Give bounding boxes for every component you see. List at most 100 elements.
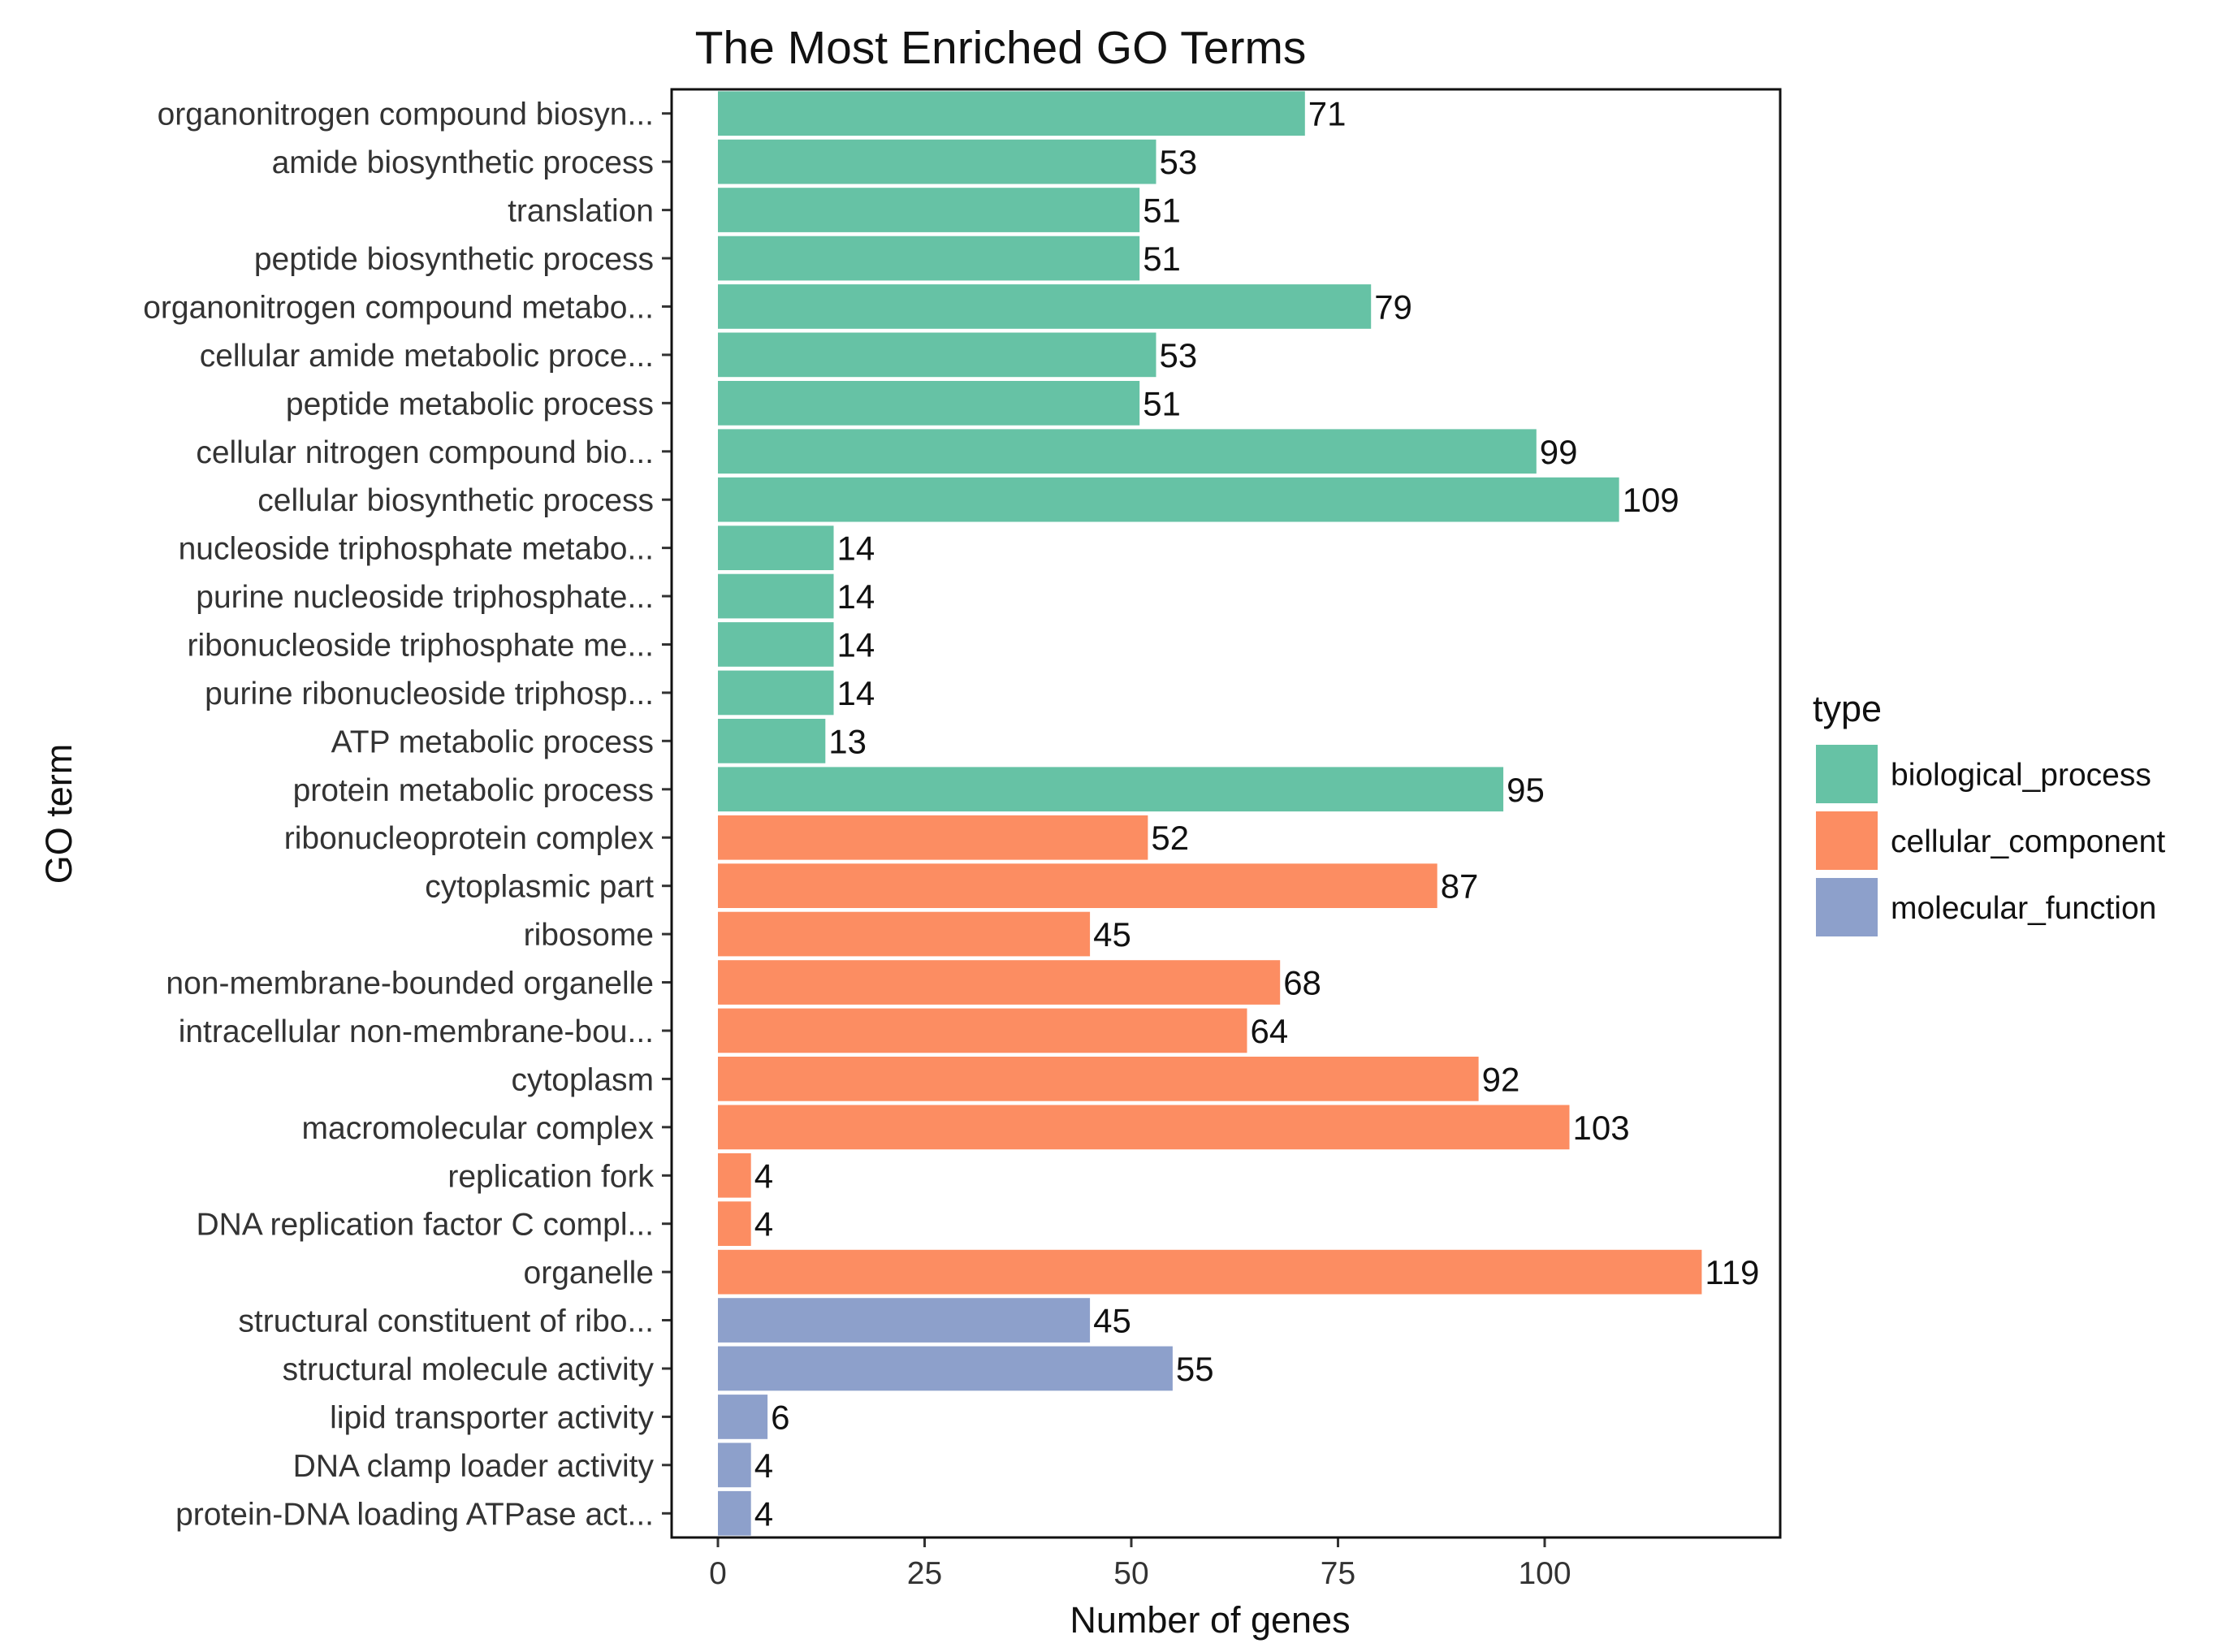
- chart-title: The Most Enriched GO Terms: [695, 22, 1307, 74]
- bar-non-membrane-bounded-organelle: [718, 960, 1281, 1005]
- bar-translation: [718, 188, 1140, 232]
- value-label: 71: [1308, 95, 1347, 133]
- y-axis-title: GO term: [38, 744, 80, 884]
- value-labels: 71 53 51 51 79 53 51 99 109 14 14 14 14 13 95 52 87 45 68 6…: [754, 95, 1760, 1533]
- bar-cytoplasm: [718, 1057, 1479, 1101]
- legend-label-biological-process: biological_process: [1891, 758, 2151, 793]
- value-label: 14: [837, 674, 875, 712]
- y-tick-label: cellular biosynthetic process: [257, 483, 654, 518]
- value-label: 51: [1143, 384, 1181, 422]
- y-tick-label: amide biosynthetic process: [272, 145, 654, 180]
- y-tick-label: DNA replication factor C compl...: [196, 1208, 654, 1243]
- x-tick-label: 25: [907, 1556, 942, 1591]
- bar-macromolecular-complex: [718, 1105, 1570, 1150]
- legend-items: biological_process cellular_componentmole…: [1816, 745, 2165, 936]
- value-label: 52: [1151, 819, 1189, 857]
- y-tick-label: purine nucleoside triphosphate...: [196, 580, 654, 615]
- y-tick-label: ATP metabolic process: [331, 724, 654, 759]
- value-label: 53: [1160, 143, 1198, 181]
- bar-cytoplasmic-part: [718, 863, 1437, 908]
- bar-structural-molecule-activity: [718, 1346, 1173, 1391]
- legend-label-molecular-function: molecular_function: [1891, 891, 2156, 926]
- value-label: 51: [1143, 192, 1181, 230]
- y-tick-label: ribonucleoside triphosphate me...: [187, 629, 654, 664]
- y-tick-label: ribosome: [524, 918, 654, 953]
- bar-purine-nucleoside-triphosphate: [718, 573, 834, 619]
- y-tick-label: peptide metabolic process: [286, 387, 654, 422]
- value-label: 4: [754, 1494, 773, 1533]
- bar-cellular-biosynthetic-process: [718, 477, 1619, 522]
- y-tick-label: organonitrogen compound metabo...: [143, 290, 654, 325]
- x-tick-label: 50: [1113, 1556, 1148, 1591]
- bar-atp-metabolic-process: [718, 719, 826, 763]
- value-label: 109: [1623, 481, 1679, 519]
- y-tick-label: structural molecule activity: [283, 1352, 655, 1387]
- value-label: 92: [1482, 1060, 1520, 1098]
- y-tick-label: macromolecular complex: [302, 1111, 655, 1146]
- value-label: 79: [1374, 288, 1412, 326]
- bar-cellular-amide-metabolic-proce: [718, 332, 1156, 378]
- bar-dna-clamp-loader-activity: [718, 1442, 751, 1488]
- bar-cellular-nitrogen-compound-bio: [718, 429, 1537, 474]
- y-tick-label: organelle: [524, 1256, 654, 1291]
- y-axis: organonitrogen compound biosyn... amide b…: [143, 97, 672, 1532]
- legend-label-cellular-component: cellular_component: [1891, 824, 2165, 859]
- y-tick-label: nucleoside triphosphate metabo...: [179, 532, 654, 567]
- value-label: 51: [1143, 240, 1181, 278]
- y-tick-label: cytoplasm: [511, 1062, 654, 1097]
- x-axis-title: Number of genes: [1070, 1599, 1350, 1641]
- legend-swatch-biological-process: [1816, 745, 1878, 803]
- y-tick-label: non-membrane-bounded organelle: [166, 967, 654, 1001]
- y-tick-label: DNA clamp loader activity: [293, 1449, 655, 1484]
- y-tick-label: intracellular non-membrane-bou...: [179, 1014, 654, 1049]
- bar-organelle: [718, 1249, 1702, 1295]
- legend-title: type: [1813, 688, 1882, 729]
- y-tick-label: cytoplasmic part: [425, 870, 654, 905]
- value-label: 4: [754, 1157, 773, 1195]
- value-label: 68: [1283, 964, 1321, 1002]
- bar-dna-replication-factor-c-compl: [718, 1201, 751, 1246]
- value-label: 14: [837, 530, 875, 568]
- y-tick-label: lipid transporter activity: [330, 1400, 654, 1435]
- value-label: 45: [1093, 915, 1131, 954]
- value-label: 119: [1705, 1253, 1759, 1291]
- x-axis: 0 25 50 75 100: [709, 1537, 1571, 1591]
- value-label: 45: [1093, 1302, 1131, 1340]
- y-tick-label: structural constituent of ribo...: [238, 1304, 654, 1339]
- bar-protein-metabolic-process: [718, 767, 1504, 812]
- y-tick-label: cellular amide metabolic proce...: [200, 339, 654, 374]
- value-label: 4: [754, 1447, 773, 1485]
- y-tick-label: cellular nitrogen compound bio...: [196, 435, 654, 470]
- legend-swatch-cellular-component: [1816, 811, 1878, 870]
- bar-structural-constituent-of-ribo: [718, 1298, 1091, 1343]
- y-tick-label: protein metabolic process: [293, 773, 654, 808]
- bar-peptide-metabolic-process: [718, 381, 1140, 426]
- bar-purine-ribonucleoside-triphosp: [718, 670, 834, 716]
- bar-ribonucleoprotein-complex: [718, 815, 1148, 860]
- value-label: 14: [837, 577, 875, 616]
- x-tick-label: 100: [1518, 1556, 1571, 1591]
- x-tick-label: 75: [1321, 1556, 1355, 1591]
- bar-organonitrogen-compound-biosyn: [718, 91, 1305, 136]
- value-label: 95: [1507, 771, 1545, 809]
- bar-protein-dna-loading-atpase-act: [718, 1490, 751, 1536]
- value-label: 64: [1251, 1012, 1289, 1050]
- y-tick-label: purine ribonucleoside triphosp...: [205, 677, 654, 711]
- bar-replication-fork: [718, 1153, 751, 1198]
- legend: type biological_process cellular_componen…: [1813, 688, 2165, 936]
- y-tick-label: organonitrogen compound biosyn...: [158, 97, 654, 132]
- bar-peptide-biosynthetic-process: [718, 236, 1140, 281]
- y-tick-label: ribonucleoprotein complex: [284, 821, 655, 856]
- value-label: 4: [754, 1205, 773, 1243]
- value-label: 87: [1441, 867, 1479, 906]
- value-label: 99: [1540, 433, 1578, 471]
- bar-organonitrogen-compound-metabo: [718, 284, 1372, 329]
- bar-ribonucleoside-triphosphate-me: [718, 622, 834, 667]
- y-tick-label: peptide biosynthetic process: [254, 242, 654, 277]
- value-label: 14: [837, 626, 875, 664]
- y-tick-label: protein-DNA loading ATPase act...: [175, 1497, 654, 1532]
- x-tick-label: 0: [709, 1556, 727, 1591]
- value-label: 55: [1176, 1350, 1214, 1388]
- value-label: 13: [828, 722, 867, 760]
